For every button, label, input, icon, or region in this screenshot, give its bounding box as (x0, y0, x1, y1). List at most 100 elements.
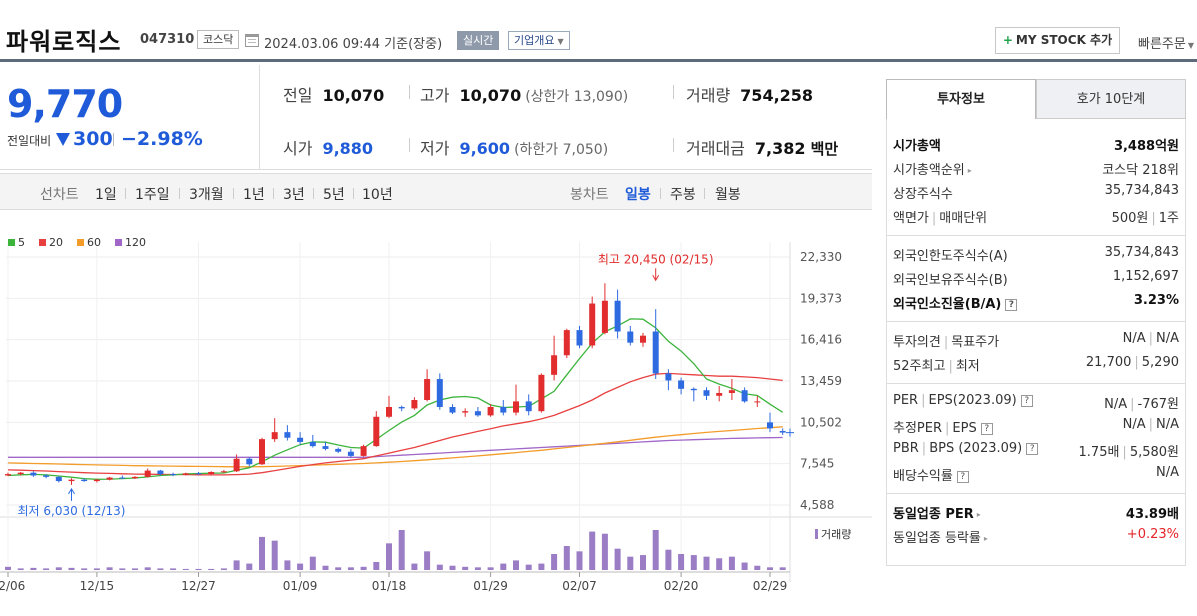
info-key[interactable]: 배당수익률? (893, 465, 969, 484)
info-key-label: 외국인소진율(B/A) (893, 297, 1002, 312)
candle-body (563, 330, 570, 356)
volume-bar (652, 530, 659, 570)
volume-bar (474, 567, 481, 570)
volume-bar (411, 563, 418, 570)
period-10y[interactable]: 10년 (362, 187, 393, 203)
volume-bar (449, 565, 456, 570)
divider (273, 188, 274, 199)
info-key[interactable]: PER | EPS(2023.09)? (893, 393, 1033, 408)
quote-timestamp: 2024.03.06 09:44 기준(장중) (264, 37, 443, 52)
tab-invest-info[interactable]: 투자정보 (886, 79, 1036, 119)
volume-bar (614, 548, 621, 570)
period-5y[interactable]: 5년 (323, 187, 345, 203)
info-row: 시가총액 3,488억원 (893, 135, 1179, 155)
volume-bar (386, 543, 392, 570)
candle-body (741, 390, 748, 402)
candle-body (233, 458, 240, 472)
candle-monthly[interactable]: 월봉 (715, 187, 741, 203)
add-my-stock-button[interactable]: + MY STOCK 추가 (995, 27, 1120, 54)
candle-body (538, 374, 545, 412)
info-key-label: 52주최고 (893, 359, 946, 374)
down-triangle-icon (56, 133, 70, 146)
volume-bar (335, 567, 342, 570)
current-price: 9,770 (7, 82, 123, 126)
period-3y[interactable]: 3년 (283, 187, 305, 203)
quote-low: 저가 9,600 (하한가 7,050) (420, 135, 608, 159)
candle-body (106, 477, 113, 480)
candle-body (513, 401, 519, 413)
period-1d[interactable]: 1일 (95, 187, 117, 203)
info-value-text: 1.75배 (1078, 445, 1120, 460)
period-3m[interactable]: 3개월 (189, 187, 224, 203)
quote-value: 10,070 (322, 86, 385, 105)
market-badge: 코스닥 (197, 30, 240, 49)
line-chart-label: 선차트 (40, 187, 79, 203)
quote-amount: 거래대금 7,382 백만 (686, 135, 838, 159)
volume-bar (424, 551, 431, 570)
info-key: 외국인한도주식수(A) (893, 245, 1008, 264)
divider (887, 235, 1185, 236)
candle-weekly[interactable]: 주봉 (670, 187, 696, 203)
info-row: 투자의견 | 목표주가 N/A | N/A (893, 331, 1179, 351)
candle-body (462, 411, 469, 413)
info-value: 1,152,697 (1113, 269, 1179, 284)
tab-order-book[interactable]: 호가 10단계 (1036, 79, 1186, 119)
info-key[interactable]: 동일업종 PER ▸ (893, 503, 981, 522)
volume-bar (716, 558, 723, 570)
quote-label: 저가 (420, 139, 450, 158)
info-key[interactable]: PBR | BPS (2023.09)? (893, 441, 1039, 456)
candle-daily[interactable]: 일봉 (625, 187, 651, 203)
stock-header: 파워로직스 047310 코스닥 2024.03.06 09:44 기준(장중)… (0, 0, 1197, 62)
help-icon: ? (1005, 299, 1018, 311)
price-panel: 9,770 전일대비 300 −2.98% 전일 10,070 고가 10,070(… (0, 65, 872, 170)
volume-bar (728, 556, 735, 570)
divider (887, 493, 1185, 494)
x-tick-label: 01/18 (372, 579, 407, 593)
candle-body (411, 399, 418, 409)
info-value: N/A (1156, 465, 1179, 480)
divider: | (921, 441, 927, 456)
quote-value: 9,600 (459, 139, 511, 158)
info-key[interactable]: 추정PER | EPS? (893, 417, 993, 436)
candle-body (93, 479, 100, 482)
candle-body (347, 451, 354, 456)
caret-right-icon: ▸ (983, 534, 988, 543)
info-key-label: PER (893, 393, 919, 408)
info-row: 외국인한도주식수(A) 35,734,843 (893, 245, 1179, 265)
divider: | (943, 335, 949, 350)
divider (673, 138, 674, 152)
info-value-text: 3.23% (1133, 293, 1179, 308)
candle-chart-label: 봉차트 (570, 187, 609, 203)
info-value-text: N/A (1122, 331, 1146, 346)
divider (887, 383, 1185, 384)
quote-value: 7,382 (754, 139, 806, 158)
info-key[interactable]: 외국인소진율(B/A)? (893, 293, 1018, 312)
candle-body (17, 472, 24, 475)
divider (409, 138, 410, 152)
info-key-label: 동일업종 등락률 (893, 531, 981, 546)
stock-code: 047310 (140, 32, 195, 47)
change-rate: −2.98% (121, 128, 203, 150)
info-value: N/A | N/A (1123, 417, 1179, 432)
quick-order-dropdown[interactable]: 빠른주문 ▼ (1138, 33, 1194, 52)
volume-bar (690, 555, 697, 570)
info-key[interactable]: 시가총액순위 ▸ (893, 159, 972, 178)
y-tick-label: 4,588 (800, 498, 834, 512)
price-chart[interactable]: 22,330 19,373 16,416 13,459 10,502 7,545 4,588… (0, 212, 872, 616)
volume-bar (170, 568, 177, 570)
candle-body (297, 437, 304, 442)
info-value-text-2: 5,290 (1141, 355, 1179, 370)
info-key[interactable]: 동일업종 등락률 ▸ (893, 527, 988, 546)
current-price-marker (786, 428, 794, 437)
info-value-text: N/A (1156, 465, 1179, 480)
help-icon: ? (1020, 395, 1033, 407)
period-1w[interactable]: 1주일 (135, 187, 170, 203)
info-value-text-2: N/A (1156, 417, 1179, 432)
period-1y[interactable]: 1년 (243, 187, 265, 203)
candle-body (182, 473, 189, 475)
volume-bar (55, 567, 62, 570)
corp-info-dropdown[interactable]: 기업개요 ▼ (508, 31, 570, 50)
volume-legend-swatch (815, 529, 818, 539)
volume-bar (360, 566, 367, 570)
legend-swatch (77, 239, 84, 246)
